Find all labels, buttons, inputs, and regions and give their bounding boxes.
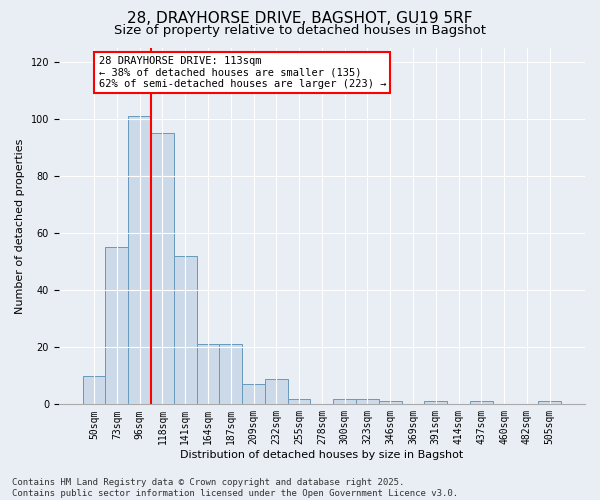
Bar bbox=[356, 398, 379, 404]
Bar bbox=[220, 344, 242, 405]
Bar bbox=[197, 344, 220, 405]
Bar bbox=[379, 402, 401, 404]
Bar bbox=[83, 376, 106, 404]
Bar bbox=[151, 133, 174, 404]
Text: Size of property relative to detached houses in Bagshot: Size of property relative to detached ho… bbox=[114, 24, 486, 37]
Bar bbox=[470, 402, 493, 404]
Text: Contains HM Land Registry data © Crown copyright and database right 2025.
Contai: Contains HM Land Registry data © Crown c… bbox=[12, 478, 458, 498]
Bar bbox=[106, 248, 128, 404]
Text: 28 DRAYHORSE DRIVE: 113sqm
← 38% of detached houses are smaller (135)
62% of sem: 28 DRAYHORSE DRIVE: 113sqm ← 38% of deta… bbox=[98, 56, 386, 90]
Bar bbox=[242, 384, 265, 404]
Bar bbox=[128, 116, 151, 405]
Bar bbox=[424, 402, 447, 404]
Bar bbox=[333, 398, 356, 404]
Text: 28, DRAYHORSE DRIVE, BAGSHOT, GU19 5RF: 28, DRAYHORSE DRIVE, BAGSHOT, GU19 5RF bbox=[127, 11, 473, 26]
Bar bbox=[288, 398, 310, 404]
Bar bbox=[538, 402, 561, 404]
Bar bbox=[265, 378, 288, 404]
Bar bbox=[174, 256, 197, 404]
Y-axis label: Number of detached properties: Number of detached properties bbox=[15, 138, 25, 314]
X-axis label: Distribution of detached houses by size in Bagshot: Distribution of detached houses by size … bbox=[180, 450, 464, 460]
